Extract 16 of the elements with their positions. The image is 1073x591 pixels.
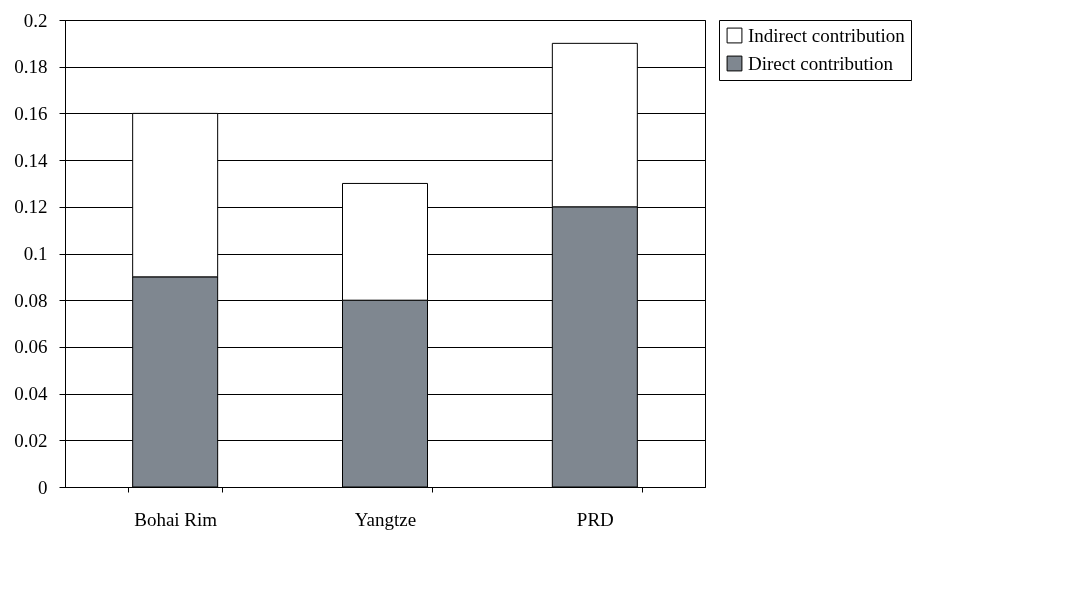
- y-tick-label: 0.2: [23, 9, 48, 31]
- x-tick-label: Bohai Rim: [134, 508, 218, 530]
- y-tick-label: 0.12: [14, 196, 48, 218]
- legend-label: Indirect contribution: [748, 24, 906, 46]
- y-tick-label: 0.06: [14, 336, 48, 358]
- y-tick-label: 0.16: [14, 102, 48, 124]
- y-tick-label: 0.1: [23, 243, 48, 264]
- y-tick-label: 0: [38, 476, 48, 498]
- y-tick-label: 0.14: [14, 149, 48, 171]
- x-tick-label: PRD: [576, 508, 614, 530]
- y-tick-label: 0.08: [14, 289, 48, 311]
- y-tick-label: 0.02: [14, 429, 48, 451]
- y-tick-label: 0.04: [14, 383, 48, 405]
- y-tick-label: 0.18: [14, 56, 48, 78]
- legend-label: Direct contribution: [748, 52, 894, 74]
- x-tick-label: Yangtze: [354, 508, 417, 530]
